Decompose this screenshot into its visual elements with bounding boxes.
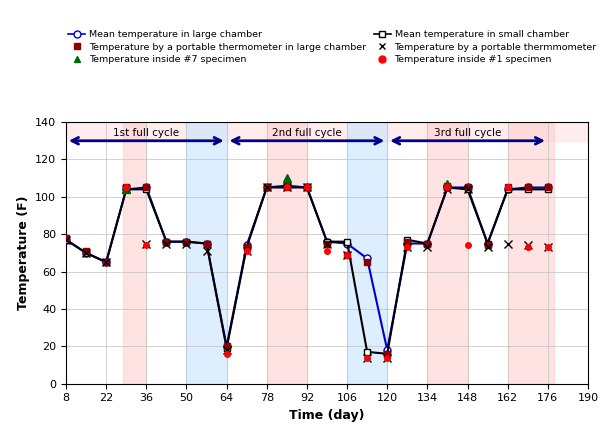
Text: 1st full cycle: 1st full cycle	[113, 128, 179, 138]
Text: 2nd full cycle: 2nd full cycle	[272, 128, 342, 138]
Legend: Mean temperature in large chamber, Temperature by a portable thermometer in larg: Mean temperature in large chamber, Tempe…	[65, 27, 600, 67]
X-axis label: Time (day): Time (day)	[289, 409, 365, 422]
Bar	[267, 122, 307, 384]
Bar	[427, 122, 467, 384]
Bar	[66, 122, 588, 141]
Bar	[508, 122, 554, 384]
Bar	[187, 122, 227, 384]
Text: 3rd full cycle: 3rd full cycle	[434, 128, 501, 138]
Bar	[347, 122, 387, 384]
Y-axis label: Temperature (F): Temperature (F)	[17, 196, 29, 310]
Bar	[124, 122, 146, 384]
